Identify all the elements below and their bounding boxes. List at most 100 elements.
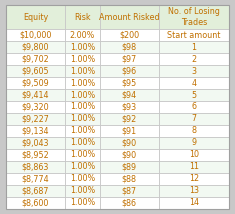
Bar bbox=[100, 113, 159, 125]
Bar bbox=[100, 149, 159, 161]
Text: 1.00%: 1.00% bbox=[70, 186, 95, 195]
Text: 1.00%: 1.00% bbox=[70, 114, 95, 123]
Bar bbox=[6, 125, 229, 137]
Bar bbox=[6, 65, 229, 77]
Bar bbox=[65, 125, 100, 137]
Text: 1.00%: 1.00% bbox=[70, 126, 95, 135]
Text: 2: 2 bbox=[191, 55, 196, 64]
Text: $8,952: $8,952 bbox=[22, 150, 49, 159]
Text: 1.00%: 1.00% bbox=[70, 67, 95, 76]
Text: 13: 13 bbox=[189, 186, 199, 195]
Text: $9,702: $9,702 bbox=[22, 55, 49, 64]
Bar bbox=[65, 149, 100, 161]
Text: $9,509: $9,509 bbox=[22, 79, 49, 88]
Text: $93: $93 bbox=[122, 103, 137, 111]
Text: $9,043: $9,043 bbox=[22, 138, 49, 147]
Text: 1.00%: 1.00% bbox=[70, 138, 95, 147]
Bar bbox=[6, 65, 65, 77]
Text: 1: 1 bbox=[192, 43, 196, 52]
Text: 1.00%: 1.00% bbox=[70, 43, 95, 52]
Bar bbox=[65, 173, 100, 185]
Text: 2.00%: 2.00% bbox=[70, 31, 95, 40]
Bar bbox=[6, 149, 65, 161]
Bar bbox=[65, 137, 100, 149]
Text: 5: 5 bbox=[191, 91, 196, 100]
Bar bbox=[159, 125, 229, 137]
Text: $88: $88 bbox=[122, 174, 137, 183]
Text: 11: 11 bbox=[189, 162, 199, 171]
Bar bbox=[100, 5, 159, 29]
Bar bbox=[65, 29, 100, 41]
Text: 14: 14 bbox=[189, 198, 199, 207]
Bar bbox=[159, 101, 229, 113]
Bar bbox=[159, 5, 229, 29]
Text: Start amount: Start amount bbox=[167, 31, 221, 40]
Bar bbox=[65, 65, 100, 77]
Bar bbox=[6, 113, 65, 125]
Text: 10: 10 bbox=[189, 150, 199, 159]
Bar bbox=[65, 197, 100, 209]
Bar bbox=[6, 161, 229, 173]
Text: 9: 9 bbox=[191, 138, 196, 147]
Bar bbox=[65, 161, 100, 173]
Bar bbox=[159, 77, 229, 89]
Bar bbox=[65, 185, 100, 197]
Text: 1.00%: 1.00% bbox=[70, 79, 95, 88]
Text: $86: $86 bbox=[122, 198, 137, 207]
Bar bbox=[100, 137, 159, 149]
Bar bbox=[6, 77, 65, 89]
Text: 1.00%: 1.00% bbox=[70, 162, 95, 171]
Bar bbox=[6, 41, 65, 53]
Bar bbox=[6, 137, 65, 149]
Text: $9,414: $9,414 bbox=[22, 91, 49, 100]
Bar bbox=[100, 125, 159, 137]
Bar bbox=[65, 89, 100, 101]
Text: 3: 3 bbox=[192, 67, 196, 76]
Bar bbox=[6, 197, 229, 209]
Text: $8,774: $8,774 bbox=[22, 174, 49, 183]
Text: $98: $98 bbox=[122, 43, 137, 52]
Bar bbox=[6, 101, 65, 113]
Text: $95: $95 bbox=[121, 79, 137, 88]
Text: $91: $91 bbox=[122, 126, 137, 135]
Text: $8,687: $8,687 bbox=[22, 186, 49, 195]
Bar bbox=[100, 197, 159, 209]
Text: $9,134: $9,134 bbox=[22, 126, 49, 135]
Bar bbox=[65, 41, 100, 53]
Bar bbox=[159, 137, 229, 149]
Bar bbox=[6, 5, 65, 29]
Bar bbox=[6, 53, 65, 65]
Text: 1.00%: 1.00% bbox=[70, 150, 95, 159]
Text: $10,000: $10,000 bbox=[19, 31, 52, 40]
Bar bbox=[159, 113, 229, 125]
Text: Risk: Risk bbox=[74, 13, 91, 22]
Bar bbox=[159, 173, 229, 185]
Bar bbox=[159, 89, 229, 101]
Text: 1.00%: 1.00% bbox=[70, 198, 95, 207]
Bar bbox=[6, 185, 229, 197]
Text: Amount Risked: Amount Risked bbox=[99, 13, 160, 22]
Bar bbox=[100, 161, 159, 173]
Bar bbox=[159, 161, 229, 173]
Bar bbox=[100, 53, 159, 65]
Bar bbox=[6, 185, 65, 197]
Bar bbox=[100, 185, 159, 197]
Bar bbox=[100, 77, 159, 89]
Text: $94: $94 bbox=[122, 91, 137, 100]
Bar bbox=[65, 77, 100, 89]
Bar bbox=[100, 101, 159, 113]
Text: 1.00%: 1.00% bbox=[70, 174, 95, 183]
Text: $9,605: $9,605 bbox=[22, 67, 49, 76]
Text: $92: $92 bbox=[121, 114, 137, 123]
Bar bbox=[159, 185, 229, 197]
Bar bbox=[6, 89, 65, 101]
Bar bbox=[6, 149, 229, 161]
Bar bbox=[100, 89, 159, 101]
Bar bbox=[6, 161, 65, 173]
Bar bbox=[100, 41, 159, 53]
Bar bbox=[159, 149, 229, 161]
Text: 1.00%: 1.00% bbox=[70, 91, 95, 100]
Bar bbox=[100, 29, 159, 41]
Bar bbox=[65, 113, 100, 125]
Text: 12: 12 bbox=[189, 174, 199, 183]
